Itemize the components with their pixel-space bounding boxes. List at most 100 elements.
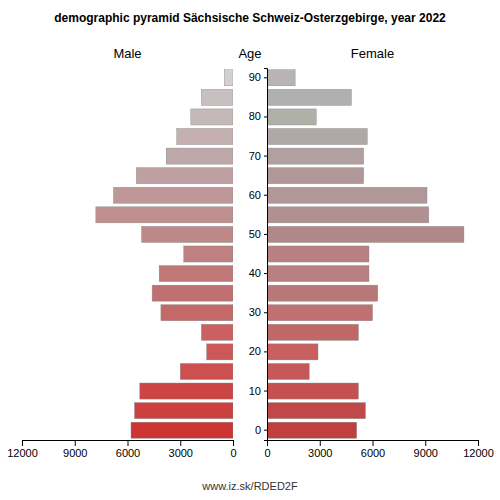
bar bbox=[267, 266, 369, 282]
bar bbox=[159, 266, 233, 282]
bar bbox=[267, 324, 358, 340]
tick: 9000 bbox=[63, 440, 87, 459]
tick: 90 bbox=[249, 71, 267, 83]
tick: 20 bbox=[249, 345, 267, 357]
bar bbox=[96, 207, 233, 223]
tick-label: 0 bbox=[230, 447, 236, 459]
tick: 70 bbox=[249, 150, 267, 162]
bar bbox=[267, 403, 365, 419]
tick: 6000 bbox=[361, 440, 385, 459]
bar bbox=[166, 148, 233, 164]
tick-mark bbox=[128, 440, 129, 446]
panel-title: Female bbox=[351, 46, 394, 61]
bar bbox=[267, 148, 364, 164]
tick: 0 bbox=[264, 440, 270, 459]
tick-mark bbox=[264, 351, 267, 352]
bar bbox=[184, 246, 233, 262]
tick-mark bbox=[233, 440, 234, 446]
tick-mark bbox=[264, 116, 267, 117]
tick-label: 3000 bbox=[308, 447, 332, 459]
tick-label: 90 bbox=[249, 71, 261, 83]
tick: 50 bbox=[249, 228, 267, 240]
tick-label: 20 bbox=[249, 345, 261, 357]
tick: 12000 bbox=[463, 440, 494, 459]
tick: 12000 bbox=[7, 440, 38, 459]
bar bbox=[201, 89, 233, 105]
tick: 0 bbox=[255, 424, 267, 436]
bar bbox=[135, 403, 233, 419]
bar bbox=[267, 246, 369, 262]
tick-label: 30 bbox=[249, 306, 261, 318]
tick-label: 0 bbox=[255, 424, 261, 436]
bar bbox=[267, 363, 309, 379]
tick-label: 0 bbox=[264, 447, 270, 459]
bar bbox=[267, 383, 358, 399]
tick-mark bbox=[75, 440, 76, 446]
tick-mark bbox=[425, 440, 426, 446]
bar bbox=[207, 344, 233, 360]
bar bbox=[267, 305, 373, 321]
bar bbox=[136, 168, 233, 184]
bars bbox=[267, 70, 464, 438]
tick-label: 80 bbox=[249, 110, 261, 122]
tick-label: 10 bbox=[249, 385, 261, 397]
tick-label: 9000 bbox=[63, 447, 87, 459]
tick-label: 60 bbox=[249, 189, 261, 201]
bars bbox=[96, 70, 233, 438]
bar bbox=[180, 363, 233, 379]
bar bbox=[140, 383, 233, 399]
tick: 6000 bbox=[116, 440, 140, 459]
bar bbox=[191, 109, 233, 125]
bar bbox=[224, 70, 233, 86]
bar bbox=[267, 168, 364, 184]
bar bbox=[131, 422, 233, 438]
x-axis: 0 3000 6000 9000 12000 bbox=[264, 440, 493, 459]
bar bbox=[267, 187, 427, 203]
panel-title: Male bbox=[113, 46, 141, 61]
tick: 80 bbox=[249, 110, 267, 122]
bar bbox=[267, 422, 357, 438]
title: demographic pyramid Sächsische Schweiz-O… bbox=[54, 11, 446, 25]
annotation: www.iz.sk/RDED2F bbox=[201, 480, 298, 492]
bar bbox=[161, 305, 233, 321]
tick: 10 bbox=[249, 385, 267, 397]
bar bbox=[113, 187, 233, 203]
axis-line bbox=[23, 441, 234, 447]
tick-mark bbox=[478, 440, 479, 446]
tick-mark bbox=[180, 440, 181, 446]
tick: 30 bbox=[249, 306, 267, 318]
tick: 3000 bbox=[308, 440, 332, 459]
tick: 9000 bbox=[414, 440, 438, 459]
axis-line bbox=[264, 69, 268, 441]
tick-mark bbox=[264, 312, 267, 313]
bar bbox=[267, 344, 318, 360]
axis-title: Age bbox=[238, 46, 261, 61]
tick-mark bbox=[373, 440, 374, 446]
tick-mark bbox=[264, 234, 267, 235]
tick-mark bbox=[264, 430, 267, 431]
bar bbox=[267, 128, 367, 144]
x-axis: 0 3000 6000 9000 12000 bbox=[7, 440, 236, 459]
tick-label: 6000 bbox=[361, 447, 385, 459]
tick-label: 6000 bbox=[116, 447, 140, 459]
bar bbox=[177, 128, 233, 144]
tick-label: 12000 bbox=[463, 447, 494, 459]
bar bbox=[267, 109, 316, 125]
tick-label: 70 bbox=[249, 150, 261, 162]
tick-mark bbox=[264, 195, 267, 196]
tick-label: 3000 bbox=[169, 447, 193, 459]
y-axis: 0 10 20 30 40 50 60 70 80 90 bbox=[249, 69, 268, 441]
tick-mark bbox=[264, 391, 267, 392]
bar bbox=[142, 226, 233, 242]
chart: 0 3000 6000 9000 12000 Male 0 3000 6000 9000 12000… bbox=[0, 0, 500, 500]
tick-mark bbox=[22, 440, 23, 446]
axis-line bbox=[268, 441, 479, 447]
tick-mark bbox=[264, 156, 267, 157]
tick: 40 bbox=[249, 267, 267, 279]
tick-mark bbox=[264, 77, 267, 78]
tick: 3000 bbox=[169, 440, 193, 459]
tick-mark bbox=[264, 273, 267, 274]
tick-mark bbox=[320, 440, 321, 446]
bar bbox=[267, 226, 464, 242]
bar bbox=[152, 285, 233, 301]
